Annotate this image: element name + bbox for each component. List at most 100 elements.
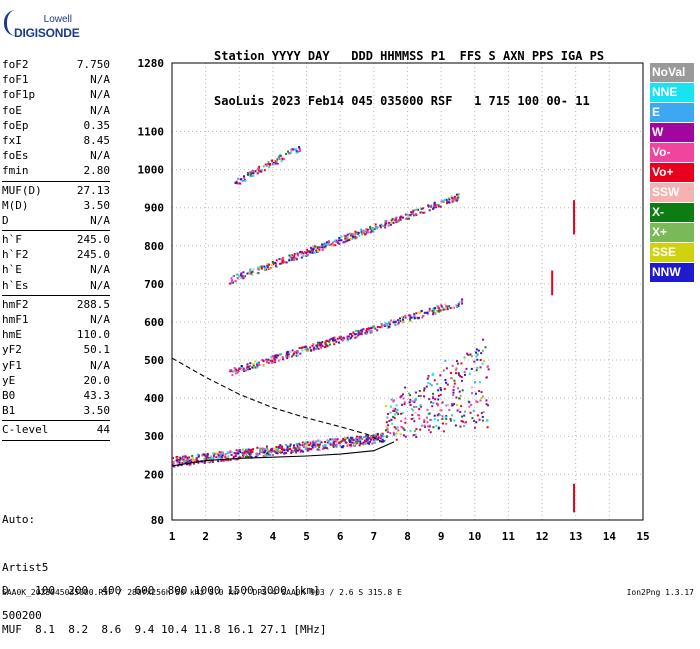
- echo-point: [301, 251, 304, 254]
- y-tick-label: 900: [144, 202, 164, 215]
- echo-point: [184, 461, 187, 464]
- echo-point: [340, 239, 343, 242]
- echo-point: [316, 341, 319, 344]
- echo-point: [340, 338, 343, 341]
- echo-point: [328, 338, 331, 341]
- echo-point: [433, 206, 436, 209]
- echo-point: [348, 441, 351, 444]
- x-tick-label: 6: [337, 530, 344, 543]
- echo-point: [370, 331, 373, 334]
- echo-point: [203, 461, 206, 464]
- echo-point: [277, 445, 280, 448]
- echo-point: [397, 429, 400, 432]
- echo-point: [458, 390, 461, 393]
- echo-point: [239, 367, 242, 370]
- echo-point: [437, 389, 440, 392]
- echo-point: [448, 306, 451, 309]
- echo-point: [269, 450, 272, 453]
- echo-point: [434, 398, 437, 401]
- echo-point: [195, 457, 198, 460]
- echo-point: [443, 198, 446, 201]
- echo-point: [415, 428, 418, 431]
- echo-point: [470, 403, 473, 406]
- echo-point: [223, 455, 226, 458]
- echo-point: [298, 442, 301, 445]
- echo-point: [432, 308, 435, 311]
- echo-point: [346, 337, 349, 340]
- echo-point: [204, 455, 207, 458]
- echo-point: [324, 242, 327, 245]
- echo-point: [197, 461, 200, 464]
- echo-point: [276, 447, 279, 450]
- echo-point: [270, 159, 273, 162]
- param-row: foF2 7.750: [2, 58, 110, 73]
- echo-point: [316, 250, 319, 253]
- echo-point: [269, 448, 272, 451]
- echo-point: [342, 445, 345, 448]
- echo-point: [181, 462, 184, 465]
- y-tick-label: 600: [144, 316, 164, 329]
- echo-point: [288, 259, 291, 262]
- echo-point: [454, 369, 457, 372]
- echo-point: [212, 457, 215, 460]
- echo-point: [360, 233, 363, 236]
- echo-point: [316, 448, 319, 451]
- echo-point: [260, 265, 263, 268]
- echo-point: [420, 309, 423, 312]
- echo-point: [395, 432, 398, 435]
- echo-point: [275, 262, 278, 265]
- echo-point: [445, 404, 448, 407]
- echo-point: [193, 459, 196, 462]
- echo-point: [233, 370, 236, 373]
- echo-point: [461, 389, 464, 392]
- echo-point: [295, 150, 298, 153]
- echo-point: [254, 366, 257, 369]
- echo-point: [286, 353, 289, 356]
- echo-point: [258, 170, 261, 173]
- echo-point: [335, 340, 338, 343]
- param-name: B1: [2, 404, 16, 418]
- echo-point: [318, 246, 321, 249]
- echo-point: [444, 307, 447, 310]
- echo-point: [450, 195, 453, 198]
- echo-point: [399, 216, 402, 219]
- echo-point: [428, 307, 431, 310]
- echo-point: [318, 446, 321, 449]
- echo-point: [427, 205, 430, 208]
- echo-point: [283, 260, 286, 263]
- param-row: M(D) 3.50: [2, 199, 110, 214]
- echo-point: [263, 267, 266, 270]
- echo-point: [272, 261, 275, 264]
- echo-point: [298, 448, 301, 451]
- echo-point: [177, 456, 180, 459]
- polarization-legend: NoVal NNE E W Vo- Vo+ SSW X- X+ SSE NNW: [650, 63, 694, 283]
- param-value: N/A: [90, 313, 110, 326]
- echo-point: [354, 442, 357, 445]
- echo-point: [300, 256, 303, 259]
- echo-point: [376, 227, 379, 230]
- echo-point: [367, 327, 370, 330]
- echo-point: [442, 369, 445, 372]
- param-value: N/A: [90, 73, 110, 87]
- echo-point: [184, 457, 187, 460]
- echo-point: [286, 350, 289, 353]
- echo-point: [376, 437, 379, 440]
- echo-point: [389, 223, 392, 226]
- echo-point: [281, 261, 284, 264]
- echo-point: [219, 453, 222, 456]
- echo-point: [408, 318, 411, 321]
- echo-point: [285, 452, 288, 455]
- echo-point: [421, 207, 424, 210]
- echo-point: [326, 345, 329, 348]
- echo-point: [185, 459, 188, 462]
- echo-point: [277, 155, 280, 158]
- echo-point: [409, 320, 412, 323]
- echo-point: [247, 451, 250, 454]
- echo-point: [388, 221, 391, 224]
- echo-point: [257, 167, 260, 170]
- echo-point: [437, 413, 440, 416]
- echo-point: [430, 401, 433, 404]
- echo-point: [427, 425, 430, 428]
- echo-point: [217, 460, 220, 463]
- echo-point: [412, 400, 415, 403]
